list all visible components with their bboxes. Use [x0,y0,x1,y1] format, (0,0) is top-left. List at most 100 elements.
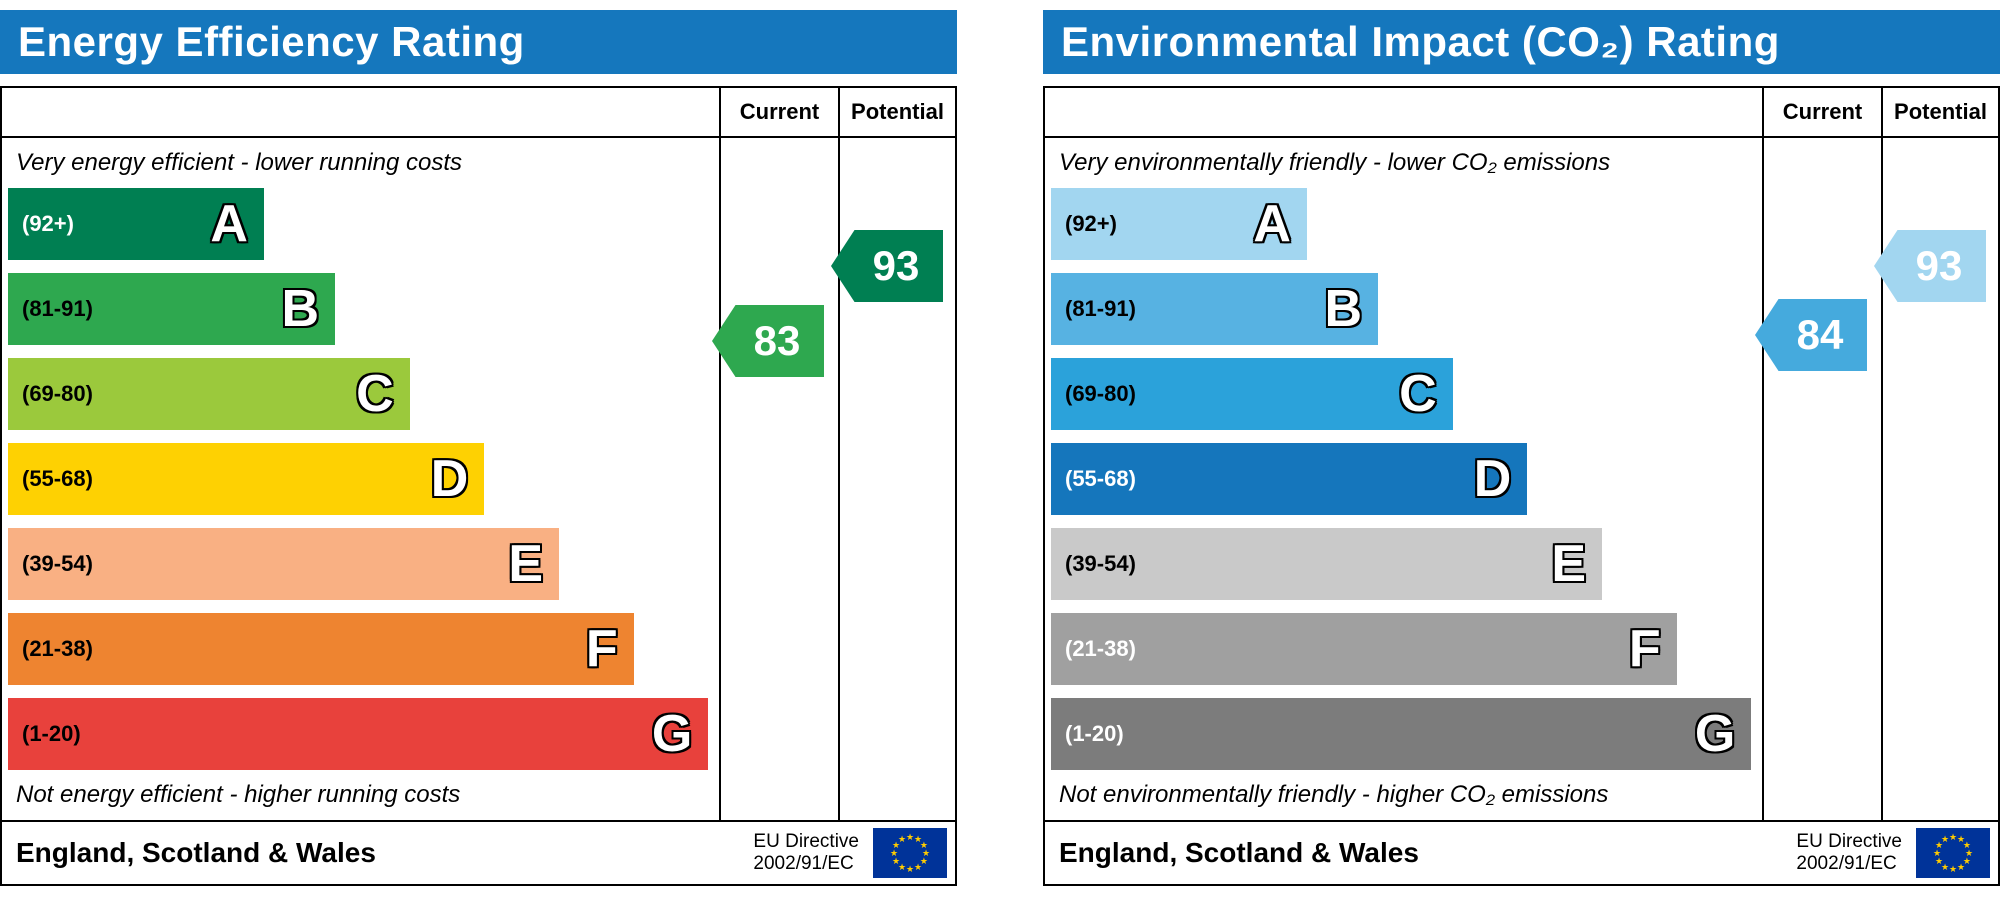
band-letter: D [430,450,469,508]
band-d: (55-68) D [1051,443,1528,515]
band-letter: C [1399,365,1437,423]
bands-area: Very energy efficient - lower running co… [2,138,719,820]
band-row-g: (1-20) G [2,698,719,770]
band-letter: E [1551,535,1587,593]
band-row-d: (55-68) D [1045,443,1762,515]
current-column: 83 [712,138,838,820]
current-rating-value: 83 [753,317,801,364]
band-letter: B [281,280,320,338]
potential-column: 93 [1874,138,1998,820]
band-range-label: (69-80) [22,381,93,406]
band-g: (1-20) G [1051,698,1752,770]
eu-directive-line2: 2002/91/EC [1796,853,1897,874]
band-range-label: (39-54) [22,551,93,576]
current-rating-arrow: 83 [712,305,824,377]
band-a: (92+) A [1051,188,1307,260]
svg-text:★: ★ [1963,841,1971,851]
band-letter: G [651,705,693,763]
chart-footer: England, Scotland & Wales EU Directive 2… [1045,820,1998,884]
svg-text:★: ★ [1963,857,1971,867]
svg-text:★: ★ [1965,849,1973,859]
band-f: (21-38) F [8,613,634,685]
band-b: (81-91) B [1051,273,1379,345]
svg-text:★: ★ [1941,835,1949,845]
region-label: England, Scotland & Wales [1059,837,1419,868]
chart-body: Very energy efficient - lower running co… [2,138,955,820]
current-column: 84 [1755,138,1881,820]
band-letter: B [1324,280,1363,338]
chart-footer: England, Scotland & Wales EU Directive 2… [2,820,955,884]
svg-text:★: ★ [892,857,900,867]
bottom-caption: Not energy efficient - higher running co… [16,781,461,808]
eu-flag-icon: ★ ★★ ★★★ ★★★ ★★★ [1916,828,1990,878]
svg-text:★: ★ [914,863,922,873]
band-letter: F [1628,620,1661,678]
band-range-label: (39-54) [1065,551,1136,576]
band-b: (81-91) B [8,273,336,345]
panel-header: Environmental Impact (CO₂) Rating [1043,10,2000,74]
band-c: (69-80) C [8,358,410,430]
eu-directive-label: EU Directive 2002/91/EC [753,831,859,875]
svg-text:★: ★ [920,857,928,867]
panel-title: Environmental Impact (CO₂) Rating [1061,18,1780,65]
svg-text:★: ★ [1949,833,1957,843]
svg-text:★: ★ [1957,835,1965,845]
band-row-d: (55-68) D [2,443,719,515]
top-caption: Very environmentally friendly - lower CO… [1059,149,1611,176]
band-range-label: (55-68) [1065,466,1136,491]
region-label: England, Scotland & Wales [16,837,376,868]
svg-text:★: ★ [922,849,930,859]
band-row-a: (92+) A [1045,188,1762,260]
svg-text:★: ★ [892,841,900,851]
potential-column-header: Potential [1881,88,1998,136]
band-range-label: (81-91) [1065,296,1136,321]
band-f: (21-38) F [1051,613,1677,685]
chart-header-row: Current Potential [2,88,955,138]
band-letter: A [1253,195,1291,253]
band-row-f: (21-38) F [1045,613,1762,685]
svg-text:★: ★ [1957,863,1965,873]
band-range-label: (1-20) [1065,721,1124,746]
band-a: (92+) A [8,188,264,260]
band-range-label: (81-91) [22,296,93,321]
band-range-label: (55-68) [22,466,93,491]
band-letter: F [585,620,618,678]
band-row-b: (81-91) B [2,273,719,345]
band-row-f: (21-38) F [2,613,719,685]
band-letter: E [508,535,544,593]
band-row-b: (81-91) B [1045,273,1762,345]
svg-text:★: ★ [1935,857,1943,867]
band-d: (55-68) D [8,443,485,515]
potential-rating-arrow: 93 [1874,230,1986,302]
eu-directive-line2: 2002/91/EC [753,853,854,874]
eu-directive-line1: EU Directive [1796,831,1902,853]
footer-right: EU Directive 2002/91/EC ★ ★ ★ ★ ★ ★ ★ ★ ★ ★ ★ ★ [1796,828,1990,878]
current-rating-arrow: 84 [1755,299,1867,371]
header-spacer [1045,88,1762,136]
band-row-e: (39-54) E [2,528,719,600]
svg-text:★: ★ [890,849,898,859]
panel-header: Energy Efficiency Rating [0,10,957,74]
svg-text:★: ★ [898,863,906,873]
band-letter: G [1694,705,1736,763]
environmental-impact-panel: Environmental Impact (CO₂) Rating Curren… [1043,10,2000,886]
band-range-label: (21-38) [1065,636,1136,661]
band-range-label: (1-20) [22,721,81,746]
svg-text:★: ★ [906,833,914,843]
header-spacer [2,88,719,136]
band-e: (39-54) E [8,528,560,600]
svg-text:★: ★ [898,835,906,845]
svg-text:★: ★ [920,841,928,851]
current-rating-value: 84 [1796,311,1844,358]
rating-bands: (92+) A (81-91) B (69-80 [2,188,719,770]
panel-title: Energy Efficiency Rating [18,18,525,65]
band-row-e: (39-54) E [1045,528,1762,600]
svg-text:★: ★ [906,865,914,875]
environmental-rating-chart: Current Potential Very environmentally f… [1043,86,2000,886]
energy-rating-chart: Current Potential Very energy efficient … [0,86,957,886]
eu-directive-label: EU Directive 2002/91/EC [1796,831,1902,875]
band-range-label: (21-38) [22,636,93,661]
band-letter: A [210,195,248,253]
chart-body: Very environmentally friendly - lower CO… [1045,138,1998,820]
